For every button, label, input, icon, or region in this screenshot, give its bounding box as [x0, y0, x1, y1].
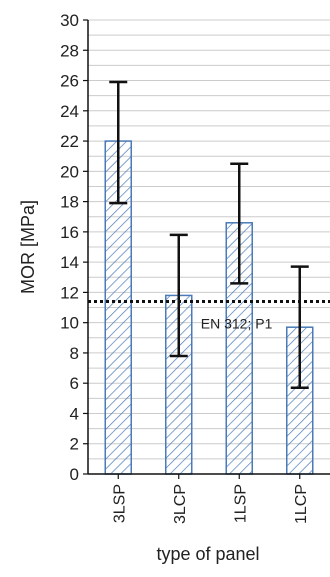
y-tick-label: 10 [60, 314, 79, 333]
x-tick-label: 3LSP [111, 484, 128, 523]
bars [104, 140, 314, 475]
reference-line-label: EN 312; P1 [201, 315, 273, 331]
error-bars [109, 80, 309, 389]
x-axis-title: type of panel [156, 544, 259, 564]
y-tick-label: 0 [70, 465, 79, 484]
y-tick-label: 28 [60, 41, 79, 60]
x-tick-label: 1LCP [293, 484, 310, 524]
reference-line-group: EN 312; P1 [88, 299, 330, 331]
y-tick-label: 12 [60, 283, 79, 302]
y-tick-label: 20 [60, 162, 79, 181]
y-tick-label: 26 [60, 72, 79, 91]
y-tick-label: 24 [60, 102, 79, 121]
axes [83, 19, 330, 479]
x-tick-label: 3LCP [172, 484, 189, 524]
y-tick-label: 4 [70, 404, 79, 423]
y-tick-label: 2 [70, 435, 79, 454]
y-tick-label: 6 [70, 374, 79, 393]
x-tick-label: 1LSP [232, 484, 249, 523]
y-tick-label: 18 [60, 193, 79, 212]
y-tick-label: 8 [70, 344, 79, 363]
y-axis-title: MOR [MPa] [18, 200, 38, 294]
y-tick-label: 14 [60, 253, 79, 272]
y-tick-label: 22 [60, 132, 79, 151]
y-tick-label: 16 [60, 223, 79, 242]
y-tick-label: 30 [60, 11, 79, 30]
